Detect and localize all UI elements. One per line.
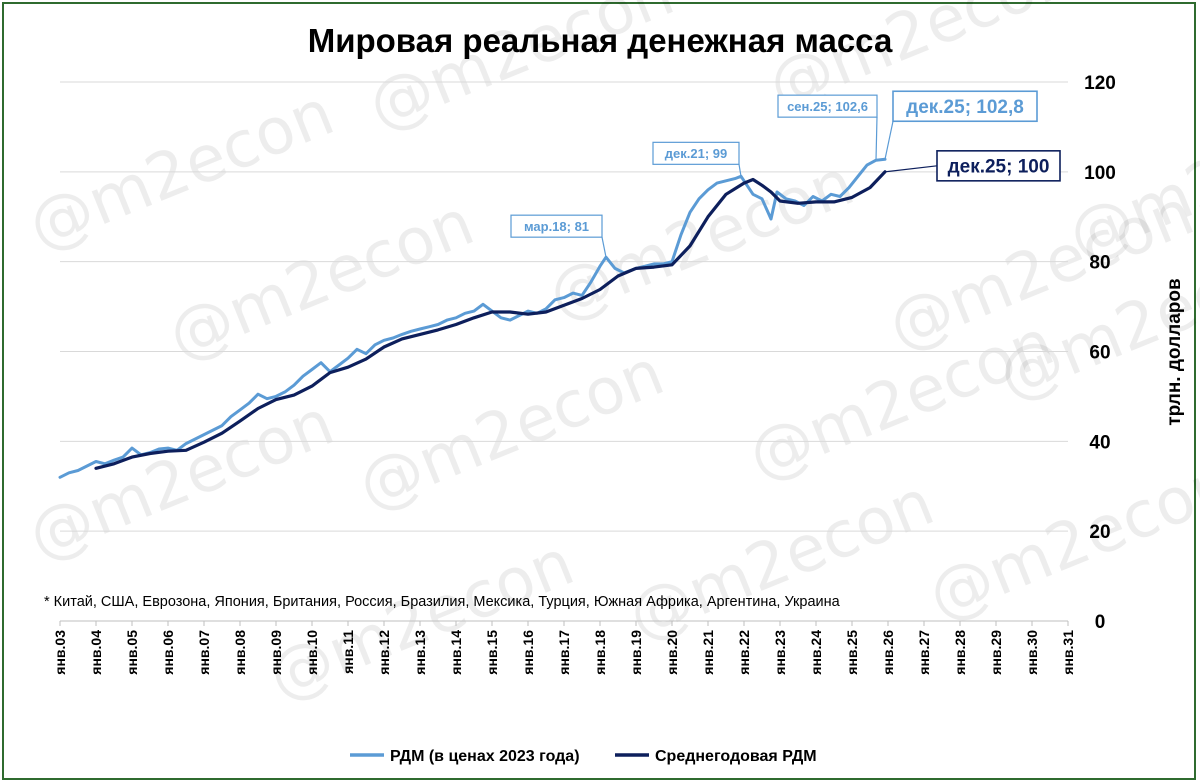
watermark-text: @m2econ — [618, 466, 944, 655]
series-layer — [58, 157, 887, 479]
annotation-label: дек.25; 102,8 — [906, 97, 1024, 118]
x-tick-label: янв.12 — [376, 630, 392, 675]
x-tick-label: янв.10 — [304, 630, 320, 675]
legend-label: РДМ (в ценах 2023 года) — [390, 748, 580, 765]
annotation-leader — [884, 165, 938, 173]
x-tick-label: янв.11 — [340, 630, 356, 674]
watermark-text: @m2econ — [348, 336, 674, 525]
annotation-label: дек.25; 100 — [948, 157, 1050, 178]
annotation-label: мар.18; 81 — [524, 219, 589, 234]
annotation-callout: дек.21; 99 — [652, 141, 742, 177]
watermark-text: @m2econ — [538, 146, 864, 335]
legend-item: Среднегодовая РДМ — [615, 748, 817, 765]
annotations-layer: мар.18; 81 дек.21; 99 сен.25; 102,6 дек.25;… — [510, 90, 1061, 258]
annotation-box — [936, 150, 1061, 182]
annotation-callout: дек.25; 100 — [884, 150, 1061, 182]
x-tick-label: янв.25 — [844, 630, 860, 675]
footnote: * Китай, США, Еврозона, Япония, Британия… — [44, 594, 841, 610]
x-tick-label: янв.08 — [232, 630, 248, 675]
x-tick-label: янв.21 — [700, 630, 716, 675]
legend-label: Среднегодовая РДМ — [655, 748, 817, 765]
x-tick-label: янв.20 — [664, 630, 680, 675]
x-tick-label: янв.06 — [160, 630, 176, 675]
annotation-box — [510, 214, 603, 238]
annotation-leader — [601, 237, 607, 258]
annotation-box — [892, 90, 1038, 123]
x-tick-label: янв.29 — [988, 630, 1004, 675]
x-tick-label: янв.26 — [880, 630, 896, 675]
x-tick-label: янв.03 — [52, 630, 68, 675]
x-tick-label: янв.04 — [88, 630, 104, 675]
x-tick-label: янв.23 — [772, 630, 788, 675]
watermark-text: @m2econ — [18, 386, 344, 575]
watermark-text: @m2econ — [18, 76, 344, 265]
x-tick-label: янв.19 — [628, 630, 644, 675]
y-tick-label: 60 — [1089, 343, 1110, 364]
x-tick-label: янв.17 — [556, 630, 572, 675]
y-tick-label: 120 — [1084, 73, 1116, 94]
x-tick-label: янв.13 — [412, 630, 428, 675]
annotation-label: сен.25; 102,6 — [787, 99, 868, 114]
x-tick-label: янв.07 — [196, 630, 212, 675]
watermark-text: @m2econ — [918, 446, 1200, 635]
x-axis: янв.03 янв.04 янв.05 янв.06 янв.07 янв.08 янв.… — [52, 621, 1076, 675]
x-tick-label: янв.31 — [1060, 630, 1076, 675]
x-tick-label: янв.15 — [484, 630, 500, 675]
annotation-box — [777, 94, 878, 118]
x-tick-label: янв.14 — [448, 630, 464, 675]
y-tick-label: 40 — [1089, 432, 1110, 453]
annotation-callout: сен.25; 102,6 — [777, 94, 878, 161]
x-tick-label: янв.09 — [268, 630, 284, 675]
y-tick-label: 100 — [1084, 163, 1116, 184]
legend: РДМ (в ценах 2023 года) Среднегодовая РДМ — [350, 748, 817, 765]
x-tick-label: янв.05 — [124, 630, 140, 675]
annotation-label: дек.21; 99 — [665, 146, 727, 161]
x-tick-label: янв.27 — [916, 630, 932, 675]
annotation-leader — [875, 117, 878, 161]
annotation-leader — [738, 164, 742, 177]
annotation-callout: мар.18; 81 — [510, 214, 607, 258]
annotation-callout: дек.25; 102,8 — [884, 90, 1038, 160]
series-line-rdm — [58, 157, 887, 479]
y-axis-label: трлн. долларов — [1164, 278, 1185, 425]
annotation-box — [652, 141, 740, 165]
x-tick-label: янв.24 — [808, 630, 824, 675]
watermark-text: @m2econ — [258, 526, 584, 715]
annotation-leader — [884, 121, 894, 160]
x-tick-label: янв.18 — [592, 630, 608, 675]
x-tick-label: янв.16 — [520, 630, 536, 675]
legend-item: РДМ (в ценах 2023 года) — [350, 748, 580, 765]
y-axis: 0 20 40 60 80 100 120 — [1084, 73, 1116, 633]
y-tick-label: 20 — [1089, 522, 1110, 543]
x-tick-label: янв.22 — [736, 630, 752, 675]
gridlines — [60, 81, 1068, 622]
x-tick-label: янв.30 — [1024, 630, 1040, 675]
x-tick-label: янв.28 — [952, 630, 968, 675]
watermark-text: @m2econ — [158, 186, 484, 375]
y-tick-label: 80 — [1089, 253, 1110, 274]
chart-title: Мировая реальная денежная масса — [308, 22, 893, 59]
series-line-average — [94, 170, 887, 470]
y-tick-label: 0 — [1095, 612, 1106, 633]
